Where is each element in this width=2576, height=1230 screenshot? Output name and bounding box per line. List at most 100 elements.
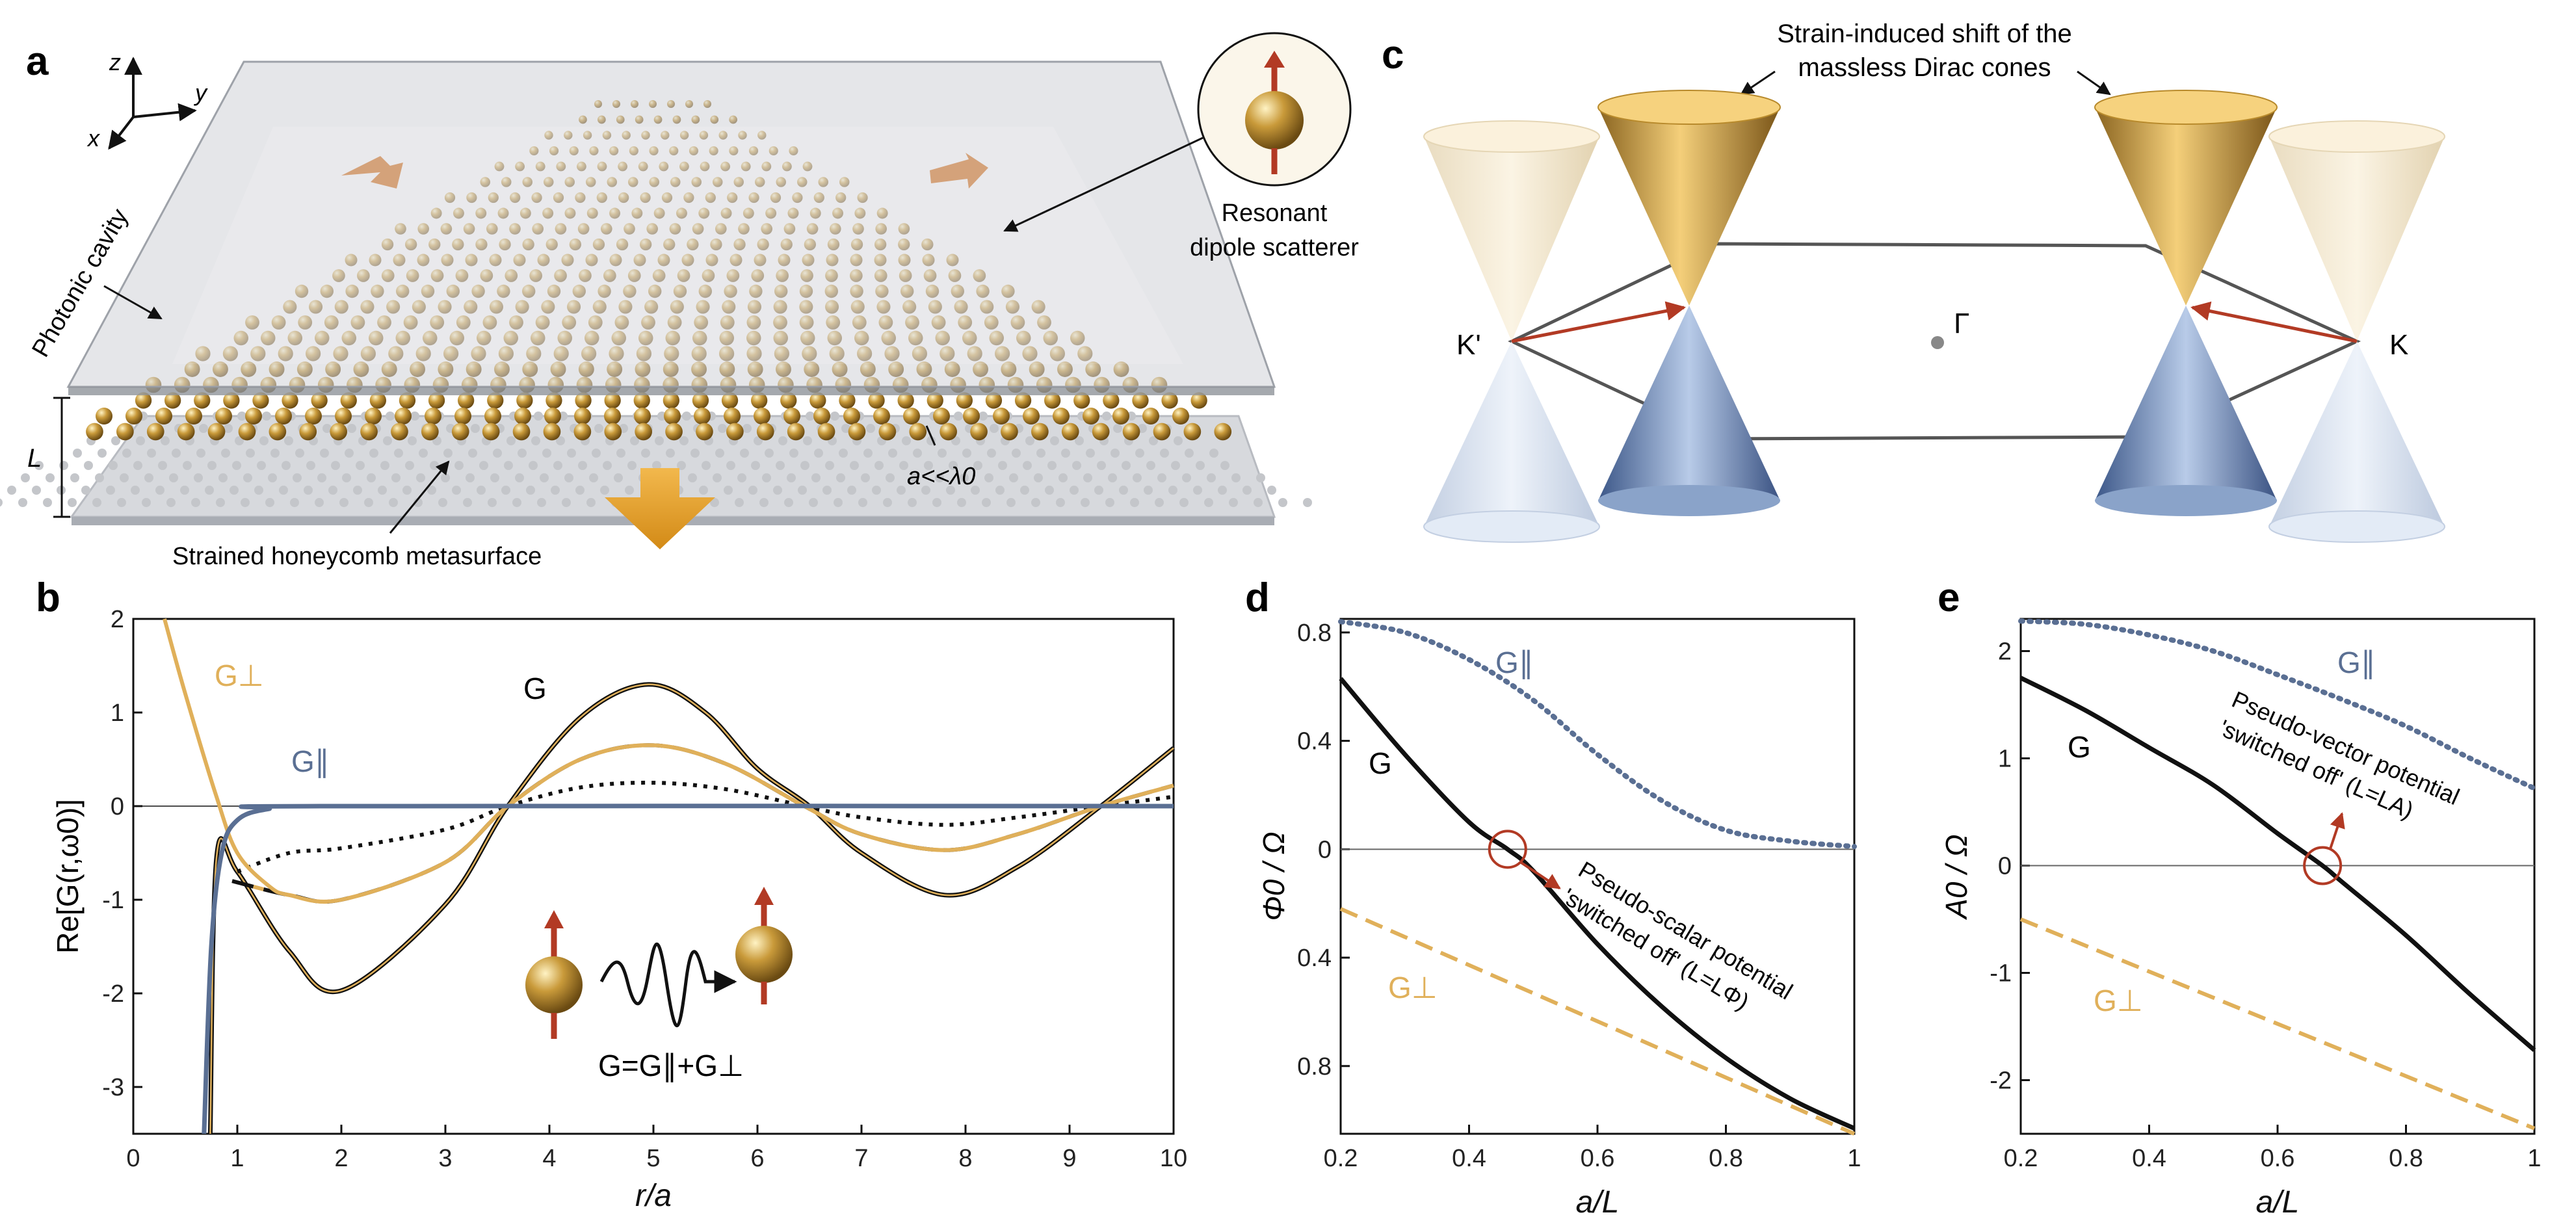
lattice-site-faint [257,461,266,470]
lattice-site-faint [172,449,181,458]
lattice-site-faint [726,461,735,470]
strain-arrow-left [341,156,403,189]
lattice-site-faint [830,412,839,421]
e-label-G: G [2068,730,2091,764]
lattice-scatterer [1112,408,1129,425]
lattice-site-faint [317,473,326,482]
lattice-site-faint [230,486,239,495]
lattice-site-faint [191,498,200,507]
lattice-site-faint [1094,486,1103,495]
lattice-site-faint [488,498,497,507]
lattice-site-faint [73,449,82,458]
series-G-dotted [236,780,1174,874]
lattice-site-faint [529,461,538,470]
lattice-site-faint [715,449,724,458]
lattice-site-faint [982,498,991,507]
lattice-site-faint [1267,486,1276,495]
lattice-site-faint [441,473,450,482]
lattice-scatterer [634,408,651,425]
lattice-site-faint [1006,498,1016,507]
lattice-site-faint [990,424,999,433]
lattice-site-faint [430,461,439,470]
lattice-site-faint [1303,498,1312,507]
lattice-site-faint [850,461,859,470]
lattice-site-faint [133,461,142,470]
axes-triad: z y x [86,49,208,151]
lattice-site-faint [180,486,189,495]
lattice-site-faint [949,461,958,470]
lattice-site-faint [874,461,884,470]
lattice-scatterer [985,392,1003,409]
lattice-scatterer [135,392,152,409]
lattice-site-faint [825,461,834,470]
lattice-scatterer [604,423,622,441]
lattice-site-faint [1155,498,1164,507]
emission-arrow [605,468,715,549]
lattice-scatterer [783,408,800,425]
panel-a: a z y x L Photonic cavity [0,32,1359,570]
lattice-site-faint [32,486,41,495]
lattice-scatterer [514,408,531,425]
lattice-site-faint [117,498,126,507]
lattice-scatterer [1053,408,1070,425]
lattice-scatterer [1183,423,1202,441]
lattice-site-faint [1056,498,1065,507]
lattice-site-faint [183,461,192,470]
x-tick-label: 3 [438,1145,452,1172]
lattice-site-faint [652,461,661,470]
lattice-scatterer [1122,423,1140,441]
e-label-Gpar: G∥ [2337,646,2376,679]
lattice-scatterer [604,392,621,409]
lattice-scatterer [275,408,292,425]
lattice-site-faint [1168,486,1177,495]
d-label-G: G [1369,746,1392,780]
lattice-scatterer [664,408,681,425]
lattice-scatterer [451,423,469,441]
lattice-site-faint [199,424,208,433]
label-G: G [523,672,547,705]
lattice-site-faint [1207,473,1216,482]
lattice-site-faint [759,498,769,507]
lattice-scatterer [903,408,920,425]
lattice-site-faint [1081,498,1090,507]
lattice-site-faint [120,473,129,482]
lattice-site-faint [342,473,351,482]
lattice-site-faint [908,498,917,507]
lattice-site-faint [784,498,793,507]
lattice-site-faint [718,424,727,433]
y-tick-label: 1 [111,700,124,727]
lattice-scatterer [809,392,826,409]
lattice-site-faint [1009,473,1018,482]
series-Gperp [163,618,1174,904]
lattice-site-faint [710,498,719,507]
lattice-site-faint [575,486,585,495]
lattice-site-faint [924,461,933,470]
lattice-site-faint [224,424,233,433]
lattice-site-faint [306,461,315,470]
d-zero-crossing-marker [1488,830,1527,869]
y-axis-label: y [193,79,208,106]
x-tick-label: 2 [334,1145,348,1172]
e-label-Gperp: G⊥ [2094,984,2143,1017]
lattice-site-faint [713,473,722,482]
lattice-site-faint [18,498,27,507]
lattice-site-faint [218,473,228,482]
lattice-scatterer [454,408,471,425]
lattice-scatterer [1161,392,1178,409]
lattice-site-faint [567,449,576,458]
shift-arrow-K [2190,301,2358,343]
lattice-site-faint [809,498,818,507]
lattice-site-faint [682,412,691,421]
lattice-site-faint [378,486,387,495]
lattice-site-faint [735,498,744,507]
lattice-site-faint [369,449,378,458]
lattice-site-faint [161,436,170,445]
lattice-scatterer [369,392,386,409]
y-tick-label: -2 [1990,1067,2012,1095]
x-tick-label: 5 [646,1145,660,1172]
lattice-site-faint [834,498,843,507]
lattice-site-faint [259,436,269,445]
panel-e-xlabel: a/L [2256,1185,2300,1220]
